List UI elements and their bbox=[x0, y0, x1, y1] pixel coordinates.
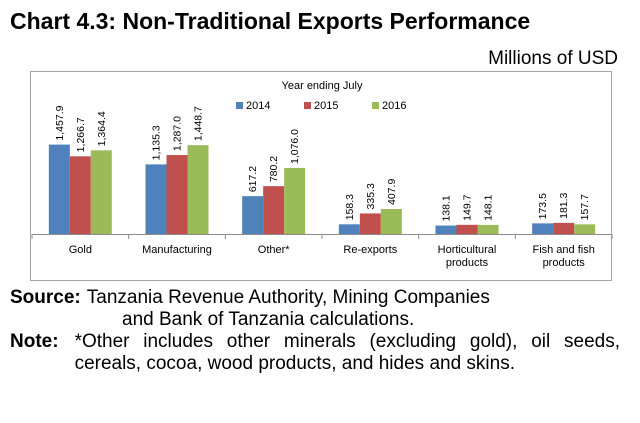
source-block: Source: Tanzania Revenue Authority, Minin… bbox=[10, 287, 620, 309]
bar-2014-0 bbox=[48, 144, 70, 234]
data-label-2014-1: 1,135.3 bbox=[151, 125, 163, 160]
units-label: Millions of USD bbox=[488, 48, 618, 69]
bar-2015-1 bbox=[166, 155, 188, 234]
data-label-2014-3: 158.3 bbox=[344, 194, 356, 220]
data-label-2014-4: 138.1 bbox=[441, 195, 453, 221]
legend-swatch-2015 bbox=[304, 102, 311, 109]
data-label-2014-0: 1,457.9 bbox=[54, 105, 66, 140]
data-label-2014-5: 173.5 bbox=[537, 193, 549, 219]
data-label-2016-3: 407.9 bbox=[386, 179, 398, 205]
bar-2015-2 bbox=[263, 186, 285, 234]
category-label-5: Fish and fish bbox=[532, 244, 594, 256]
bar-2014-1 bbox=[145, 164, 167, 234]
data-label-2015-4: 149.7 bbox=[462, 194, 474, 220]
chart-title: Chart 4.3: Non-Traditional Exports Perfo… bbox=[10, 8, 531, 34]
source-label: Source: bbox=[10, 287, 81, 308]
source-line-1: Tanzania Revenue Authority, Mining Compa… bbox=[86, 287, 490, 308]
data-label-2016-1: 1,448.7 bbox=[193, 106, 205, 141]
chart-frame: Year ending July 2014 2015 2016 1,457.9 1,266… bbox=[30, 71, 613, 281]
data-label-2015-3: 335.3 bbox=[365, 183, 377, 209]
bar-2014-2 bbox=[242, 196, 264, 234]
data-label-2016-4: 148.1 bbox=[483, 194, 495, 220]
legend-label-2016: 2016 bbox=[382, 100, 406, 112]
data-label-2015-5: 181.3 bbox=[558, 192, 570, 218]
legend-label-2014: 2014 bbox=[246, 100, 270, 112]
data-label-2016-5: 157.7 bbox=[579, 194, 591, 220]
data-label-2015-2: 780.2 bbox=[268, 156, 280, 182]
data-label-2015-1: 1,287.0 bbox=[172, 116, 184, 151]
bar-2014-4 bbox=[435, 225, 457, 234]
notes-section: Source: Tanzania Revenue Authority, Minin… bbox=[10, 287, 620, 375]
category-label-0: Gold bbox=[69, 244, 92, 256]
legend-swatch-2014 bbox=[236, 102, 243, 109]
category-label-1: Manufacturing bbox=[142, 244, 212, 256]
data-label-2015-0: 1,266.7 bbox=[75, 117, 87, 152]
legend-label-2015: 2015 bbox=[314, 100, 338, 112]
bar-2016-4 bbox=[477, 224, 499, 234]
note-block: Note: *Other includes other minerals (ex… bbox=[10, 331, 620, 375]
note-text: *Other includes other minerals (excludin… bbox=[74, 331, 620, 374]
bar-chart: Year ending July 2014 2015 2016 1,457.9 1,266… bbox=[31, 80, 613, 269]
bar-2014-5 bbox=[532, 223, 554, 234]
source-line-2: and Bank of Tanzania calculations. bbox=[122, 309, 415, 330]
bar-2015-3 bbox=[359, 213, 381, 234]
legend-swatch-2016 bbox=[372, 102, 379, 109]
bar-2016-5 bbox=[574, 224, 596, 234]
chart-subtitle: Year ending July bbox=[282, 80, 363, 92]
category-label-3: Re-exports bbox=[343, 244, 397, 256]
bar-2016-1 bbox=[187, 145, 209, 234]
bar-2015-0 bbox=[69, 156, 91, 234]
note-label: Note: bbox=[10, 331, 59, 352]
data-label-2014-2: 617.2 bbox=[247, 166, 259, 192]
bar-2015-4 bbox=[456, 224, 478, 234]
category-label-4: products bbox=[446, 257, 489, 269]
bar-2016-0 bbox=[90, 150, 112, 234]
data-label-2016-2: 1,076.0 bbox=[289, 129, 301, 164]
bar-2014-3 bbox=[338, 224, 360, 234]
category-label-4: Horticultural bbox=[438, 244, 497, 256]
bar-2016-3 bbox=[380, 208, 402, 234]
bar-2016-2 bbox=[284, 168, 306, 234]
category-label-2: Other* bbox=[258, 244, 291, 256]
data-label-2016-0: 1,364.4 bbox=[96, 111, 108, 146]
bar-2015-5 bbox=[553, 222, 575, 234]
category-label-5: products bbox=[543, 257, 586, 269]
